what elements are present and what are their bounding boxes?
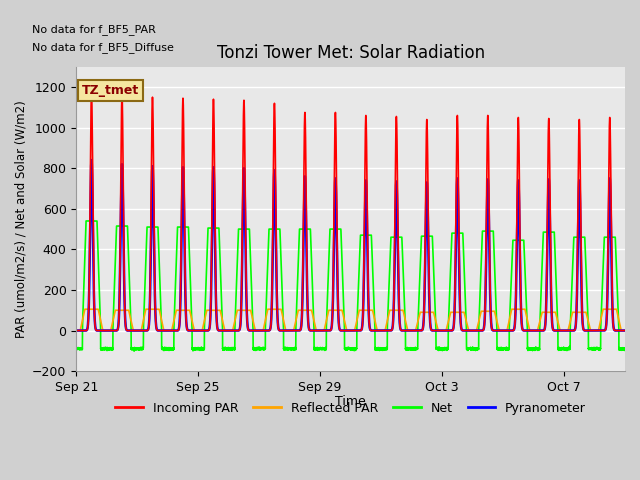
Pyranometer <box>408 328 416 334</box>
Incoming PAR <box>408 328 416 334</box>
Incoming PAR <box>104 328 111 334</box>
Text: No data for f_BF5_PAR: No data for f_BF5_PAR <box>33 24 156 35</box>
Line: Pyranometer: Pyranometer <box>76 160 625 331</box>
Y-axis label: PAR (umol/m2/s) / Net and Solar (W/m2): PAR (umol/m2/s) / Net and Solar (W/m2) <box>15 100 28 338</box>
Pyranometer <box>104 328 111 334</box>
Net <box>220 348 227 353</box>
Pyranometer <box>72 328 80 334</box>
Text: TZ_tmet: TZ_tmet <box>82 84 139 97</box>
Reflected PAR <box>506 317 513 323</box>
Reflected PAR <box>219 320 227 326</box>
Reflected PAR <box>408 328 416 334</box>
Net <box>131 348 138 354</box>
Incoming PAR <box>219 328 227 334</box>
Reflected PAR <box>612 306 620 312</box>
Net <box>104 346 111 351</box>
Line: Reflected PAR: Reflected PAR <box>76 309 625 331</box>
Net <box>416 267 424 273</box>
Reflected PAR <box>81 306 89 312</box>
Pyranometer <box>88 157 95 163</box>
Incoming PAR <box>416 328 424 334</box>
Net <box>621 346 629 352</box>
Incoming PAR <box>612 328 620 334</box>
Net <box>506 321 513 326</box>
Pyranometer <box>621 328 629 334</box>
Net <box>408 346 416 352</box>
Incoming PAR <box>506 328 513 334</box>
Pyranometer <box>612 328 620 334</box>
Reflected PAR <box>104 328 111 334</box>
Reflected PAR <box>416 310 424 316</box>
Pyranometer <box>506 328 513 334</box>
Reflected PAR <box>72 328 80 334</box>
Line: Incoming PAR: Incoming PAR <box>76 93 625 331</box>
Line: Net: Net <box>76 221 625 351</box>
Pyranometer <box>416 328 424 334</box>
Legend: Incoming PAR, Reflected PAR, Net, Pyranometer: Incoming PAR, Reflected PAR, Net, Pyrano… <box>110 396 591 420</box>
Net <box>72 346 80 351</box>
Reflected PAR <box>621 328 629 334</box>
Incoming PAR <box>72 328 80 334</box>
Net <box>82 218 90 224</box>
Title: Tonzi Tower Met: Solar Radiation: Tonzi Tower Met: Solar Radiation <box>216 45 484 62</box>
X-axis label: Time: Time <box>335 395 366 408</box>
Net <box>612 253 620 259</box>
Text: No data for f_BF5_Diffuse: No data for f_BF5_Diffuse <box>33 42 174 53</box>
Pyranometer <box>219 328 227 334</box>
Incoming PAR <box>88 90 95 96</box>
Incoming PAR <box>621 328 629 334</box>
